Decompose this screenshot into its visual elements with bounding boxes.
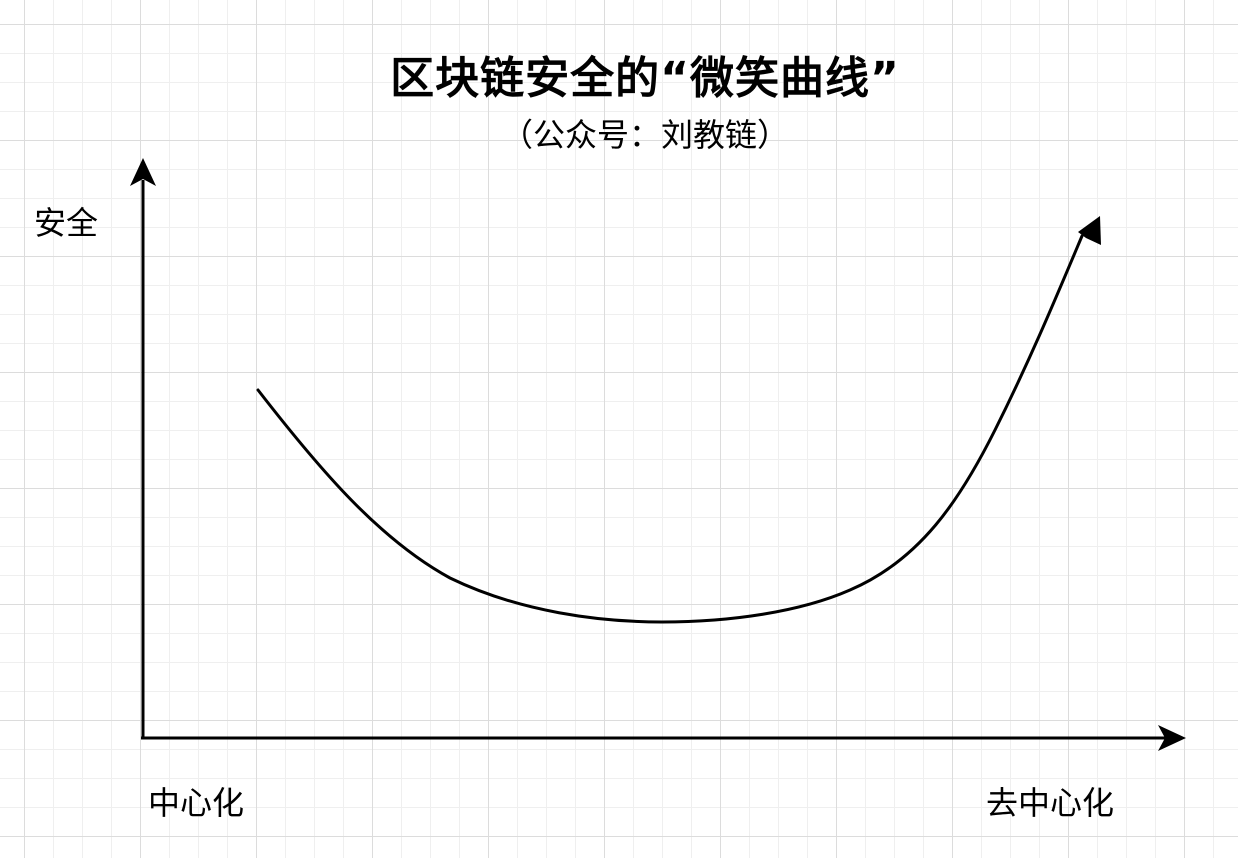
curve-arrowhead [1078, 216, 1101, 245]
y-axis-arrowhead [130, 158, 156, 186]
diagram-title: 区块链安全的“微笑曲线” [390, 53, 900, 104]
diagram-subtitle: （公众号：刘教链） [500, 116, 789, 154]
y-axis-label: 安全 [34, 204, 99, 242]
x-axis-arrowhead [1158, 725, 1186, 751]
smile-curve [256, 234, 1084, 624]
x-axis-start-label: 中心化 [148, 784, 245, 822]
x-axis-end-label: 去中心化 [986, 784, 1115, 822]
